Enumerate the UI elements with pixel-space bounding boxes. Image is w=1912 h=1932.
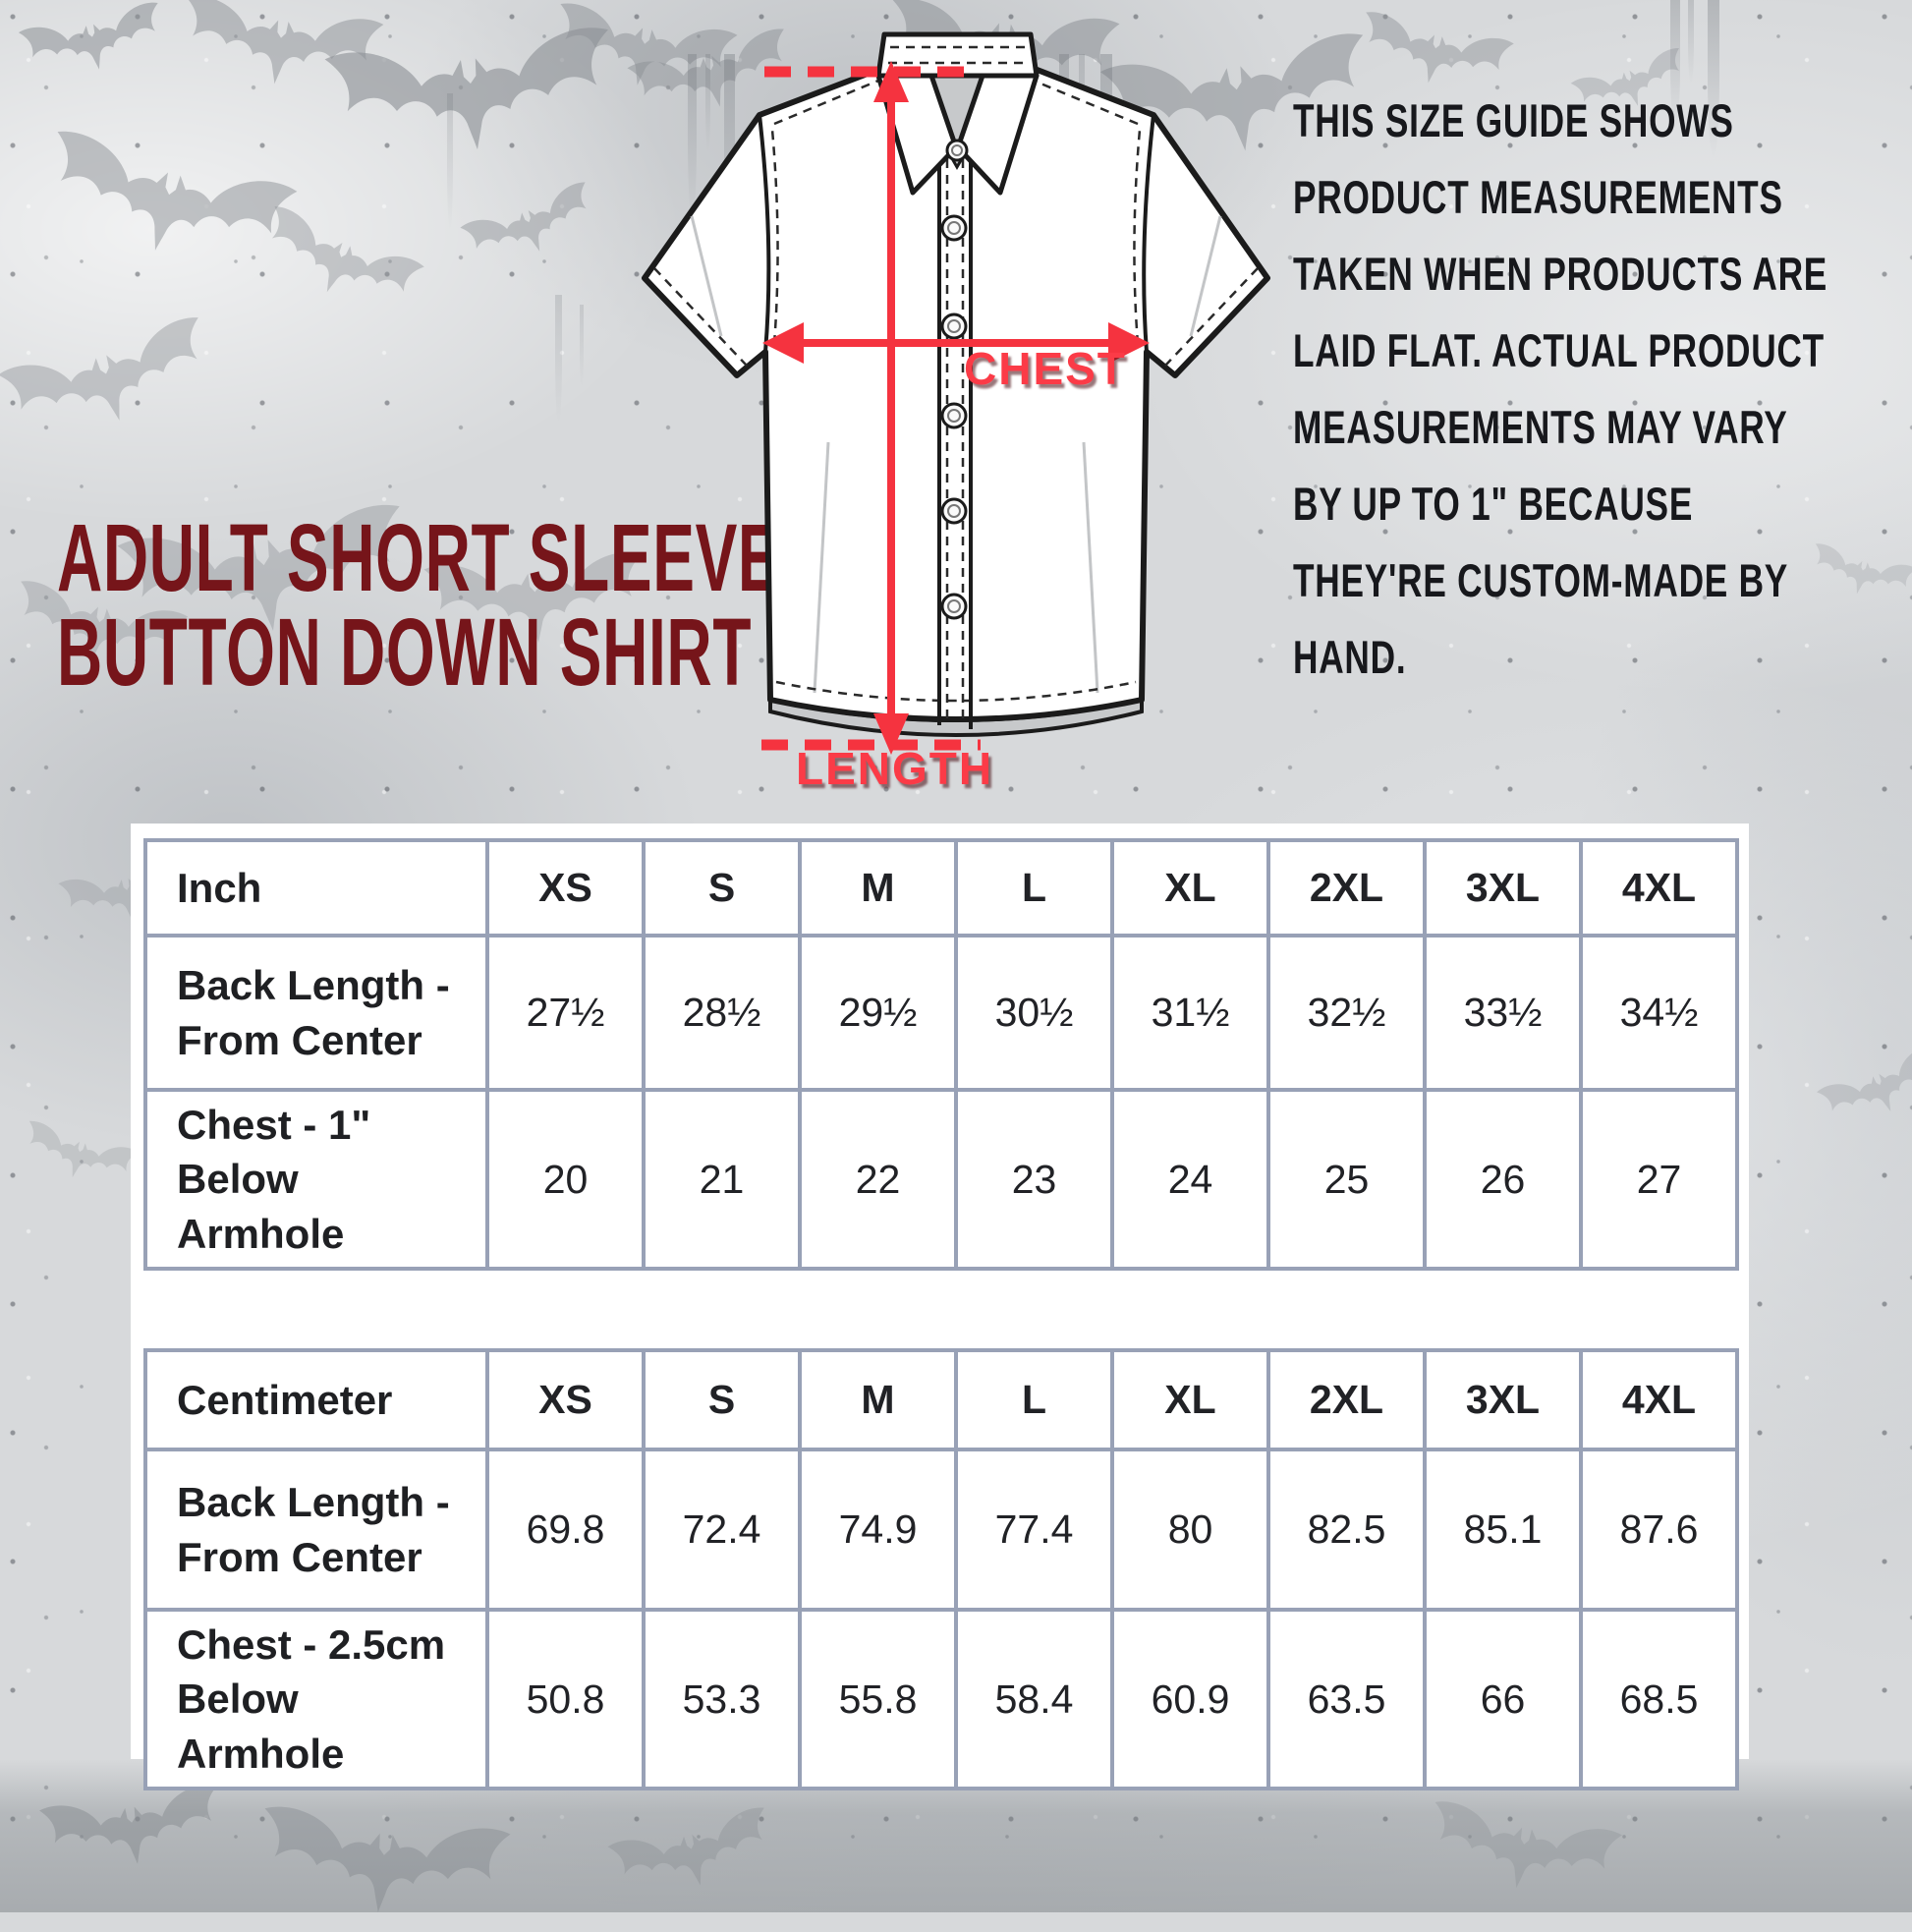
size-value: 74.9: [798, 1448, 958, 1612]
size-value: 68.5: [1579, 1607, 1739, 1791]
row-label: Chest - 2.5cm Below Armhole: [143, 1607, 489, 1791]
size-value: 69.8: [485, 1448, 646, 1612]
unit-header: Inch: [143, 838, 489, 938]
size-header: L: [954, 1348, 1114, 1451]
size-value: 32½: [1266, 934, 1427, 1092]
size-value: 66: [1423, 1607, 1583, 1791]
size-value: 77.4: [954, 1448, 1114, 1612]
size-table-inch: Inch XS S M L XL 2XL 3XL 4XL Back Length…: [143, 838, 1739, 1272]
size-guide-note: THIS SIZE GUIDE SHOWS PRODUCT MEASUREMEN…: [1293, 83, 1912, 696]
size-value: 22: [798, 1087, 958, 1272]
size-value: 85.1: [1423, 1448, 1583, 1612]
size-value: 60.9: [1110, 1607, 1270, 1791]
size-header: XS: [485, 1348, 646, 1451]
drip-stain: [1688, 0, 1694, 84]
note-line: THIS SIZE GUIDE SHOWS: [1293, 94, 1734, 146]
size-value: 87.6: [1579, 1448, 1739, 1612]
size-value: 72.4: [642, 1448, 802, 1612]
note-line: MEASUREMENTS MAY VARY: [1293, 401, 1788, 453]
size-header: XL: [1110, 1348, 1270, 1451]
size-value: 82.5: [1266, 1448, 1427, 1612]
drip-stain: [447, 93, 453, 231]
note-line: HAND.: [1293, 631, 1407, 683]
size-header: S: [642, 1348, 802, 1451]
size-value: 27½: [485, 934, 646, 1092]
size-value: 28½: [642, 934, 802, 1092]
size-header: 3XL: [1423, 838, 1583, 938]
size-header: 2XL: [1266, 838, 1427, 938]
size-header: XL: [1110, 838, 1270, 938]
note-line: TAKEN WHEN PRODUCTS ARE: [1293, 248, 1828, 300]
size-header: 4XL: [1579, 1348, 1739, 1451]
size-value: 31½: [1110, 934, 1270, 1092]
size-value: 20: [485, 1087, 646, 1272]
size-value: 34½: [1579, 934, 1739, 1092]
drip-stain: [688, 54, 697, 221]
row-label: Back Length - From Center: [143, 934, 489, 1092]
size-header: S: [642, 838, 802, 938]
size-table-centimeter: Centimeter XS S M L XL 2XL 3XL 4XL Back …: [143, 1348, 1739, 1791]
drip-stain: [1708, 0, 1719, 157]
size-header: XS: [485, 838, 646, 938]
note-line: LAID FLAT. ACTUAL PRODUCT: [1293, 324, 1825, 376]
size-value: 26: [1423, 1087, 1583, 1272]
poster-title: ADULT SHORT SLEEVE BUTTON DOWN SHIRT: [57, 504, 1153, 706]
size-value: 50.8: [485, 1607, 646, 1791]
title-line1: ADULT SHORT SLEEVE: [57, 504, 781, 611]
size-value: 53.3: [642, 1607, 802, 1791]
drip-stain: [705, 54, 710, 152]
size-header: L: [954, 838, 1114, 938]
size-header: M: [798, 1348, 958, 1451]
size-header: 3XL: [1423, 1348, 1583, 1451]
size-header: 4XL: [1579, 838, 1739, 938]
length-measure-label: LENGTH: [796, 743, 994, 794]
size-value: 33½: [1423, 934, 1583, 1092]
size-header: M: [798, 838, 958, 938]
size-value: 63.5: [1266, 1607, 1427, 1791]
size-value: 58.4: [954, 1607, 1114, 1791]
drip-stain: [1670, 0, 1680, 128]
shirt-diagram: [642, 31, 1270, 755]
chest-measure-label: CHEST: [964, 343, 1127, 394]
size-value: 25: [1266, 1087, 1427, 1272]
size-value: 30½: [954, 934, 1114, 1092]
size-value: 55.8: [798, 1607, 958, 1791]
size-value: 24: [1110, 1087, 1270, 1272]
row-label: Back Length - From Center: [143, 1448, 489, 1612]
note-line: PRODUCT MEASUREMENTS: [1293, 171, 1783, 223]
title-line2: BUTTON DOWN SHIRT: [57, 598, 753, 706]
note-line: BY UP TO 1" BECAUSE: [1293, 478, 1694, 530]
size-header: 2XL: [1266, 1348, 1427, 1451]
size-value: 80: [1110, 1448, 1270, 1612]
drip-stain: [555, 295, 562, 423]
size-value: 23: [954, 1087, 1114, 1272]
size-tables-card: Inch XS S M L XL 2XL 3XL 4XL Back Length…: [131, 824, 1749, 1791]
size-value: 27: [1579, 1087, 1739, 1272]
note-line: THEY'RE CUSTOM-MADE BY: [1293, 554, 1789, 606]
size-value: 29½: [798, 934, 958, 1092]
drip-stain: [580, 305, 584, 388]
size-value: 21: [642, 1087, 802, 1272]
row-label: Chest - 1" Below Armhole: [143, 1087, 489, 1272]
unit-header: Centimeter: [143, 1348, 489, 1451]
